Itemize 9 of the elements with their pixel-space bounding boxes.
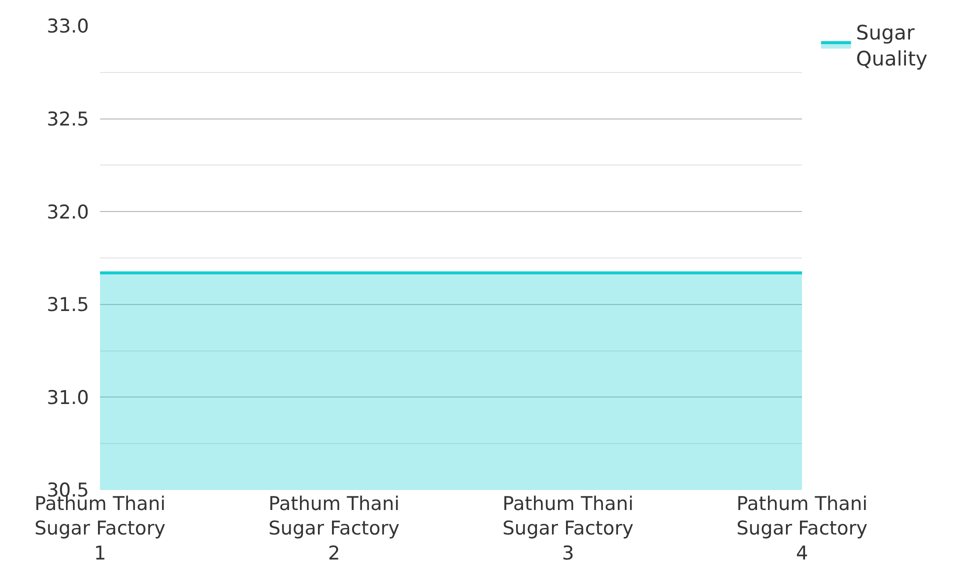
y-tick-label: 31.5	[46, 294, 89, 316]
y-tick-label: 33.0	[46, 16, 89, 38]
legend-label: Sugar Quality	[856, 20, 928, 70]
y-tick-label: 32.0	[46, 201, 89, 224]
x-tick-label: Pathum Thani Sugar Factory 2	[268, 493, 400, 564]
x-tick-label: Pathum Thani Sugar Factory 4	[736, 493, 868, 564]
y-tick-label: 31.0	[46, 386, 89, 409]
x-tick-label: Pathum Thani Sugar Factory 3	[502, 493, 634, 564]
y-tick-label: 32.5	[46, 108, 89, 130]
